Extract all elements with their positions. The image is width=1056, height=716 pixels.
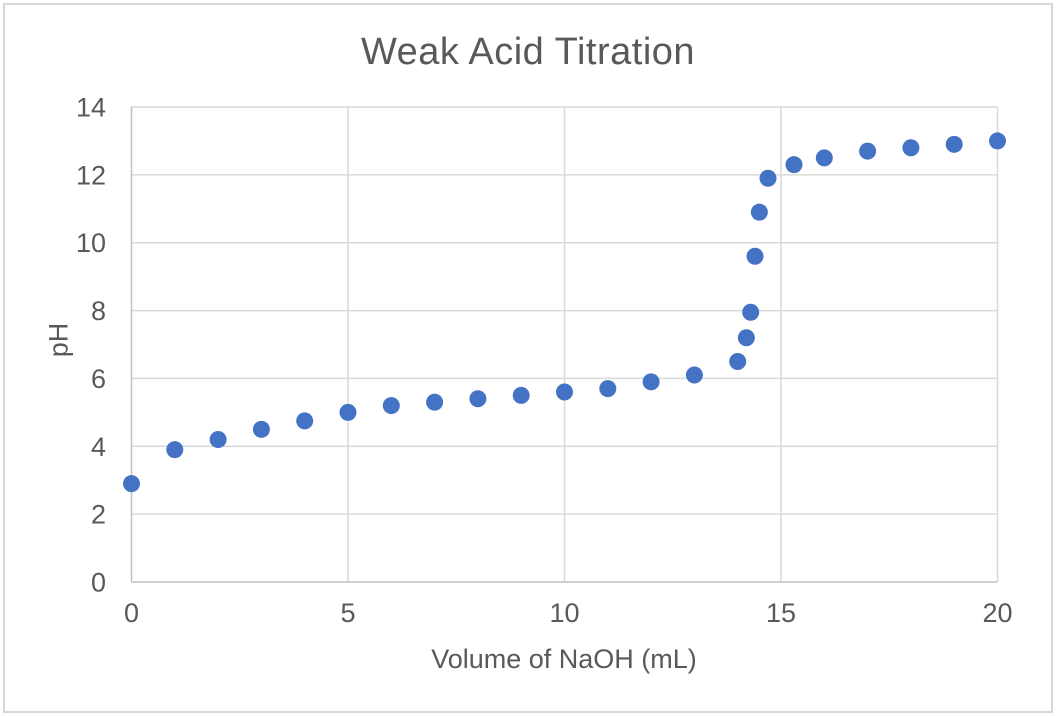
- data-point: [815, 149, 833, 167]
- data-point: [599, 380, 617, 398]
- x-tick-label: 10: [549, 598, 579, 628]
- data-point: [512, 386, 530, 404]
- data-point: [859, 142, 877, 160]
- y-tick-label: 8: [91, 296, 106, 326]
- x-tick-label: 5: [340, 598, 355, 628]
- data-point: [556, 383, 573, 401]
- data-point: [742, 303, 760, 321]
- y-tick-label: 12: [76, 160, 106, 190]
- y-tick-label: 2: [91, 500, 106, 530]
- data-point: [746, 247, 764, 265]
- x-tick-label: 20: [982, 598, 1012, 628]
- data-point: [469, 390, 487, 408]
- data-point: [339, 403, 357, 421]
- y-axis-title: pH: [43, 322, 74, 358]
- data-point: [642, 373, 660, 391]
- x-axis-title: Volume of NaOH (mL): [431, 644, 697, 674]
- y-tick-label: 6: [91, 364, 106, 394]
- data-point: [729, 352, 747, 370]
- data-point: [750, 203, 768, 221]
- data-point: [685, 366, 703, 384]
- data-point: [945, 135, 963, 153]
- data-point: [759, 169, 777, 187]
- data-point: [296, 412, 314, 430]
- chart-title: Weak Acid Titration: [360, 31, 696, 73]
- data-point: [785, 156, 803, 174]
- x-tick-label: 0: [124, 598, 139, 628]
- data-point: [737, 329, 755, 347]
- data-point: [902, 139, 920, 157]
- y-tick-label: 10: [76, 228, 106, 258]
- y-tick-label: 0: [91, 568, 106, 598]
- data-point: [989, 132, 1006, 150]
- data-point: [166, 441, 184, 459]
- data-point: [382, 397, 400, 415]
- data-point: [252, 420, 270, 438]
- data-point: [426, 393, 444, 411]
- y-tick-label: 14: [76, 93, 106, 123]
- data-point: [123, 475, 140, 493]
- data-point: [209, 431, 227, 448]
- y-tick-label: 4: [91, 432, 106, 462]
- x-tick-label: 15: [766, 598, 796, 628]
